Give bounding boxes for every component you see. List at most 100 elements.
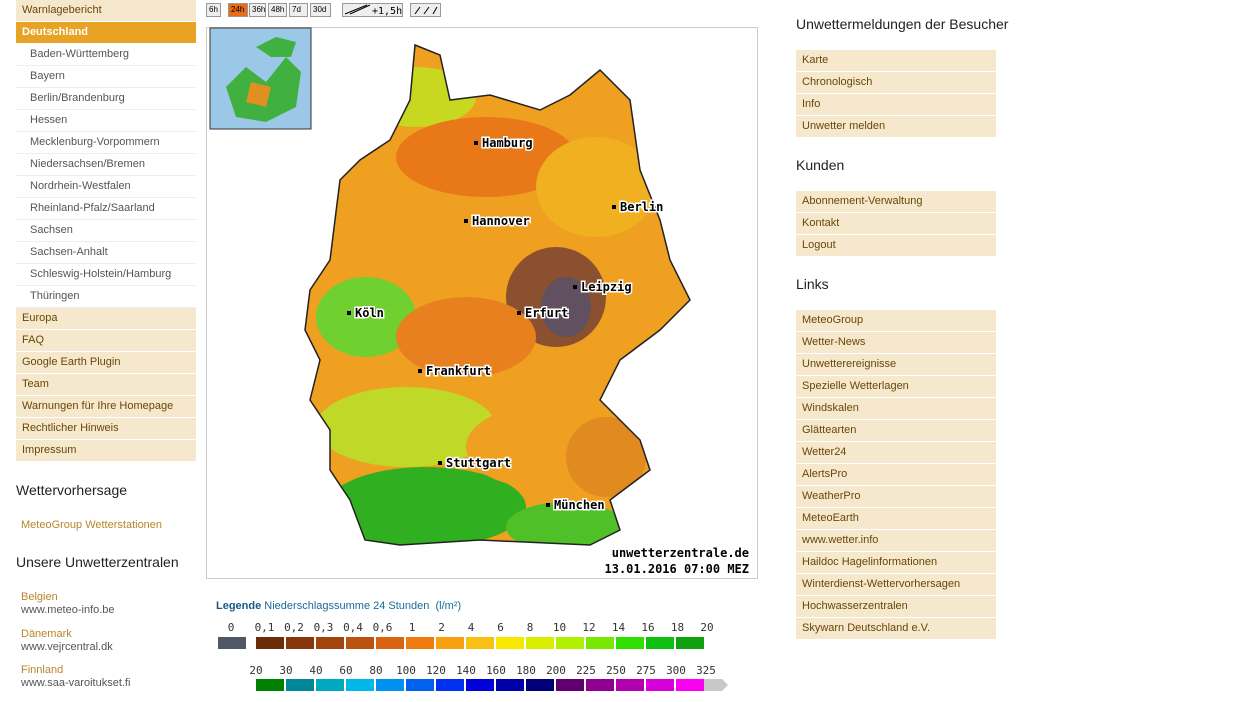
nav-subitem[interactable]: Berlin/Brandenburg xyxy=(16,88,196,110)
nav-subitem[interactable]: Thüringen xyxy=(16,286,196,308)
nav-item[interactable]: Google Earth Plugin xyxy=(16,352,196,373)
city-label: Frankfurt xyxy=(426,364,491,378)
nav-subitem[interactable]: Sachsen xyxy=(16,220,196,242)
nav-item[interactable]: Warnungen für Ihre Homepage xyxy=(16,396,196,417)
city-label: Stuttgart xyxy=(446,456,511,470)
legend-label: 140 xyxy=(456,664,476,677)
link-item[interactable]: Hochwasserzentralen xyxy=(796,596,996,617)
legend-swatch xyxy=(346,637,374,649)
legend-swatch xyxy=(556,637,584,649)
link-item[interactable]: Unwetter melden xyxy=(796,116,996,137)
nav-item[interactable]: Team xyxy=(16,374,196,395)
link-item[interactable]: Unwetterereignisse xyxy=(796,354,996,375)
section-heading: Unwettermeldungen der Besucher xyxy=(796,16,1009,32)
city-dot xyxy=(347,311,351,315)
link-item[interactable]: www.wetter.info xyxy=(796,530,996,551)
link-item[interactable]: WeatherPro xyxy=(796,486,996,507)
nav-item-active[interactable]: Deutschland xyxy=(16,22,196,43)
city-dot xyxy=(546,503,550,507)
legend-label: 10 xyxy=(553,621,566,634)
legend-swatch xyxy=(316,637,344,649)
center-country[interactable]: Belgien xyxy=(21,591,58,603)
link-item[interactable]: Karte xyxy=(796,50,996,71)
nav-subitem[interactable]: Mecklenburg-Vorpommern xyxy=(16,132,196,154)
legend-swatch xyxy=(646,679,674,691)
nav-subitem[interactable]: Sachsen-Anhalt xyxy=(16,242,196,264)
nav-subitem[interactable]: Nordrhein-Westfalen xyxy=(16,176,196,198)
center-url[interactable]: www.saa-varoitukset.fi xyxy=(21,677,131,689)
link-item[interactable]: Spezielle Wetterlagen xyxy=(796,376,996,397)
nav-item[interactable]: Europa xyxy=(16,308,196,329)
legend-label: 100 xyxy=(396,664,416,677)
nav-subitem[interactable]: Hessen xyxy=(16,110,196,132)
center-url[interactable]: www.vejrcentral.dk xyxy=(21,640,113,653)
link-item[interactable]: MeteoGroup xyxy=(796,310,996,331)
legend-title: Niederschlagssumme 24 Stunden xyxy=(264,600,430,612)
legend-swatch xyxy=(496,679,524,691)
legend-label: 1 xyxy=(409,621,416,634)
legend-swatch xyxy=(466,679,494,691)
legend-label: 8 xyxy=(527,621,534,634)
nav-subitem[interactable]: Rheinland-Pfalz/Saarland xyxy=(16,198,196,220)
nav-subitem[interactable]: Schleswig-Holstein/Hamburg xyxy=(16,264,196,286)
legend-swatch xyxy=(616,637,644,649)
legend-swatch xyxy=(406,679,434,691)
nav-subitem[interactable]: Bayern xyxy=(16,66,196,88)
city-dot xyxy=(418,369,422,373)
legend-label: 180 xyxy=(516,664,536,677)
link-item[interactable]: Logout xyxy=(796,235,996,256)
nav-item[interactable]: Rechtlicher Hinweis xyxy=(16,418,196,439)
range-button[interactable]: 36h xyxy=(249,3,266,17)
map-credit: unwetterzentrale.de xyxy=(612,546,749,560)
link-item[interactable]: Chronologisch xyxy=(796,72,996,93)
legend-label: 0,6 xyxy=(373,621,393,634)
center-country[interactable]: Finnland xyxy=(21,664,64,676)
link-item[interactable]: Kontakt xyxy=(796,213,996,234)
link-item[interactable]: Skywarn Deutschland e.V. xyxy=(796,618,996,639)
legend-label: 0,4 xyxy=(343,621,363,634)
link-item[interactable]: Haildoc Hagelinformationen xyxy=(796,552,996,573)
map-timestamp: 13.01.2016 07:00 MEZ xyxy=(605,562,750,576)
legend-label: 18 xyxy=(671,621,684,634)
section-heading: Wettervorhersage xyxy=(16,482,128,498)
center-url[interactable]: www.meteo-info.be xyxy=(21,604,115,616)
city-label: München xyxy=(554,498,605,512)
link-item[interactable]: Wetter-News xyxy=(796,332,996,353)
legend-label: 120 xyxy=(426,664,446,677)
forecast-link[interactable]: MeteoGroup Wetterstationen xyxy=(21,519,163,531)
legend-header: Legende Niederschlagssumme 24 Stunden (l… xyxy=(216,600,461,612)
legend-label: 4 xyxy=(468,621,475,634)
center-country[interactable]: Dänemark xyxy=(21,627,72,640)
link-item[interactable]: Wetter24 xyxy=(796,442,996,463)
legend-swatch xyxy=(526,637,554,649)
link-item[interactable]: Info xyxy=(796,94,996,115)
link-item[interactable]: Glättearten xyxy=(796,420,996,441)
range-button[interactable]: 6h xyxy=(206,3,221,17)
range-button[interactable]: 48h xyxy=(268,3,287,17)
nav-item[interactable]: Warnlagebericht xyxy=(16,0,196,21)
range-button[interactable]: 7d xyxy=(289,3,308,17)
legend-label: 160 xyxy=(486,664,506,677)
legend-unit: (l/m²) xyxy=(435,600,462,612)
link-item[interactable]: Winterdienst-Wettervorhersagen xyxy=(796,574,996,595)
nav-item[interactable]: FAQ xyxy=(16,330,196,351)
range-button[interactable]: 30d xyxy=(310,3,331,17)
nav-item[interactable]: Impressum xyxy=(16,440,196,461)
legend-swatch xyxy=(286,637,314,649)
nav-subitem[interactable]: Baden-Württemberg xyxy=(16,44,196,66)
nav-subitem[interactable]: Niedersachsen/Bremen xyxy=(16,154,196,176)
link-item[interactable]: AlertsPro xyxy=(796,464,996,485)
legend-label: 250 xyxy=(606,664,626,677)
legend-label: 300 xyxy=(666,664,686,677)
legend-label: 20 xyxy=(700,621,713,634)
city-label: Berlin xyxy=(620,200,663,214)
link-item[interactable]: Abonnement-Verwaltung xyxy=(796,191,996,212)
legend-label: 60 xyxy=(339,664,352,677)
range-button[interactable]: 24h xyxy=(228,3,248,17)
link-item[interactable]: MeteoEarth xyxy=(796,508,996,529)
toolbar-icons[interactable]: +1,5h xyxy=(342,3,442,18)
legend-label: 325 xyxy=(696,664,716,677)
link-item[interactable]: Windskalen xyxy=(796,398,996,419)
legend-label: 30 xyxy=(279,664,292,677)
